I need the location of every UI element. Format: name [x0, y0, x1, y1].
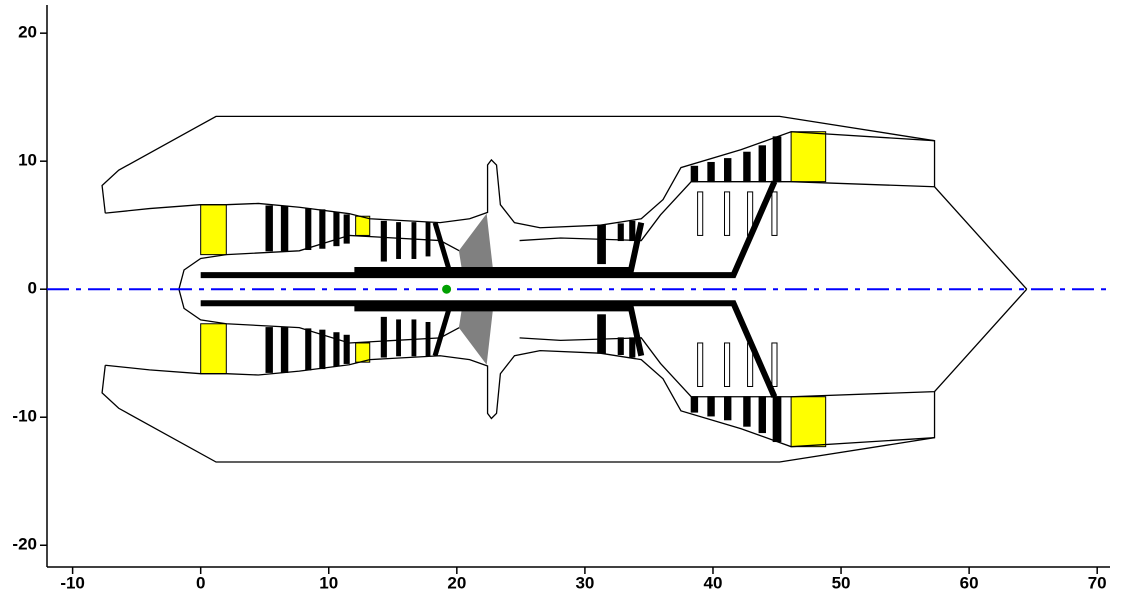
blade-block — [691, 166, 697, 181]
blade-block — [381, 317, 386, 357]
blade-block — [266, 206, 272, 251]
blade-block — [725, 192, 730, 236]
point — [442, 285, 451, 294]
blade-block — [266, 328, 272, 373]
x-tick-label: 30 — [575, 573, 594, 592]
blade-block — [306, 329, 311, 370]
blade-block — [772, 343, 777, 387]
outline — [459, 215, 492, 275]
lower-half — [102, 289, 1027, 462]
blade-block — [201, 324, 227, 374]
y-tick-label: -20 — [12, 535, 37, 554]
blade-block — [397, 223, 401, 259]
x-tick-label: 60 — [960, 573, 979, 592]
y-tick-label: 0 — [28, 279, 37, 298]
blade-block — [356, 216, 370, 235]
blade-block — [334, 212, 339, 245]
blade-block — [281, 328, 287, 373]
x-tick-label: 50 — [832, 573, 851, 592]
blade-block — [381, 221, 386, 261]
blade-block — [725, 159, 731, 182]
blade-block — [691, 397, 697, 412]
blade-block — [412, 320, 416, 356]
blade-block — [708, 162, 714, 181]
blade-block — [412, 223, 416, 259]
blade-block — [725, 343, 730, 387]
blade-block — [281, 206, 287, 251]
blade-block — [630, 338, 635, 357]
chart: -10 0 10 20 30 40 50 60 70 -20 -10 0 10 20 — [0, 0, 1122, 599]
blade-block — [759, 397, 765, 433]
x-tick-label: 70 — [1088, 573, 1107, 592]
blade-block — [725, 397, 731, 420]
blade-block — [618, 338, 623, 355]
blade-block — [744, 152, 750, 181]
outline — [459, 303, 492, 363]
blade-block — [344, 215, 349, 243]
upper-half — [102, 116, 1027, 289]
x-tick-label: 40 — [704, 573, 723, 592]
blade-block — [618, 224, 623, 241]
blade-block — [773, 137, 781, 182]
y-tick-label: 10 — [18, 151, 37, 170]
blade-block — [744, 397, 750, 426]
x-tick-label: -10 — [60, 573, 85, 592]
blade-block — [344, 335, 349, 363]
outline — [435, 308, 449, 355]
blade-block — [598, 225, 606, 263]
x-tick-label: 10 — [319, 573, 338, 592]
blade-block — [759, 146, 765, 182]
blade-block — [334, 333, 339, 366]
outline — [226, 351, 934, 447]
outline — [435, 223, 449, 270]
outline — [226, 132, 934, 228]
blade-block — [791, 132, 826, 182]
blade-block — [791, 397, 826, 447]
blade-block — [698, 192, 703, 236]
blade-block — [306, 209, 311, 250]
blade-block — [356, 343, 370, 362]
blade-block — [630, 221, 635, 240]
blade-block — [708, 397, 714, 416]
blade-block — [772, 192, 777, 236]
blade-block — [698, 343, 703, 387]
blade-block — [773, 397, 781, 442]
blade-block — [201, 205, 227, 255]
y-tick-label: -10 — [12, 407, 37, 426]
y-tick-label: 20 — [18, 23, 37, 42]
blade-block — [397, 320, 401, 356]
blade-block — [598, 315, 606, 353]
x-tick-label: 0 — [196, 573, 205, 592]
x-tick-label: 20 — [447, 573, 466, 592]
